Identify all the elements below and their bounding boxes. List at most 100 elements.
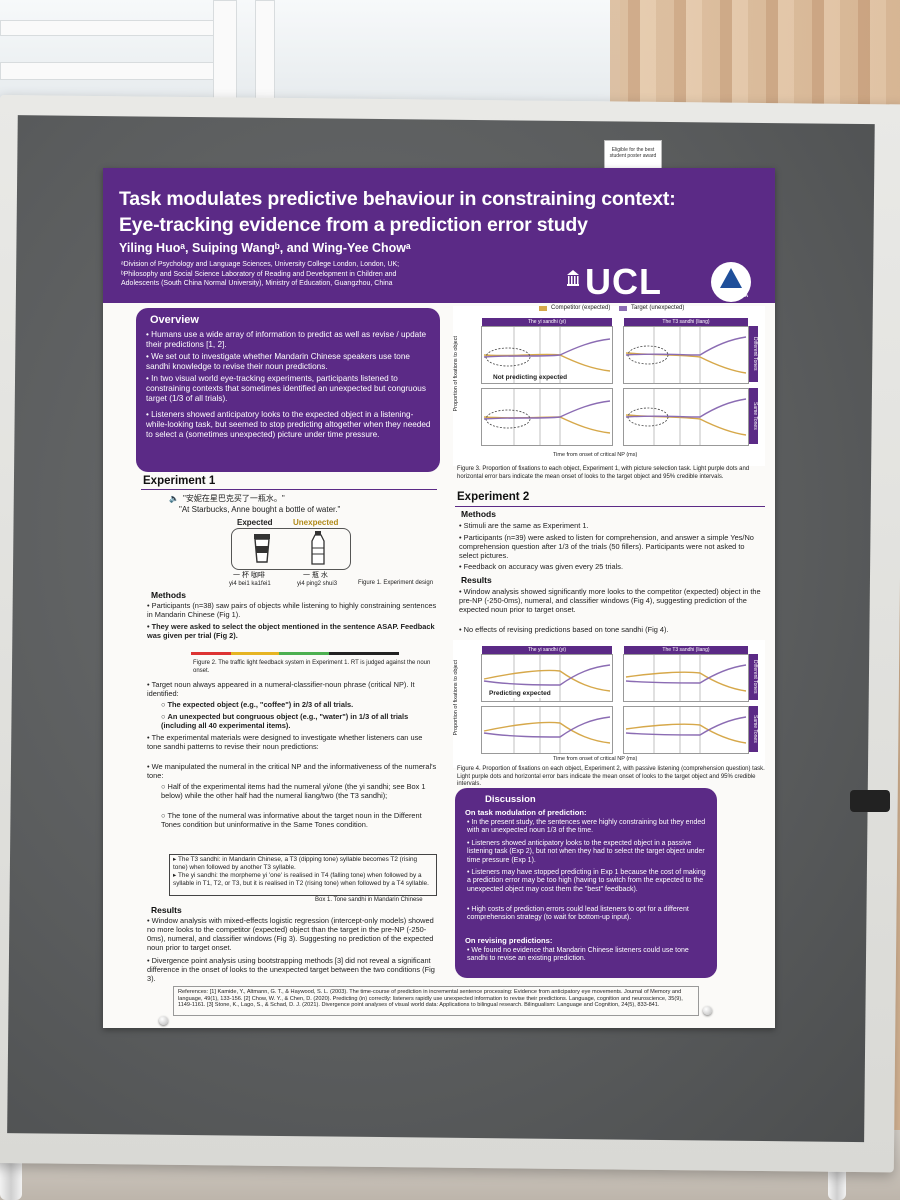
fig3-annotation: Not predicting expected <box>493 374 568 381</box>
fig3-curves <box>625 327 747 383</box>
poster: Task modulates predictive behaviour in c… <box>103 168 775 1028</box>
gloss-right-zh: 一 瓶 水 <box>303 572 328 579</box>
legend-swatch-competitor <box>539 306 547 311</box>
fig3-curves <box>483 389 611 445</box>
references: References: [1] Kamide, Y., Altmann, G. … <box>173 986 699 1016</box>
discussion-bullet: • Listeners may have stopped predicting … <box>467 869 706 893</box>
discussion-heading: Discussion <box>485 794 536 805</box>
fig2-caption: Figure 2. The traffic light feedback sys… <box>193 660 431 674</box>
exp2-methods-1: • Stimuli are the same as Experiment 1. <box>459 521 589 530</box>
side-tab-same-tones: Same Tones <box>749 388 758 444</box>
fig4-panel-t3-diff: The T3 sandhi (liang) <box>623 646 749 702</box>
exp2-methods-3: • Feedback on accuracy was given every 2… <box>459 562 624 571</box>
board-clamp <box>850 790 890 812</box>
discussion-box: Discussion On task modulation of predict… <box>455 788 717 978</box>
object-pair-frame <box>231 528 351 570</box>
exp2-results-1: • Window analysis showed significantly m… <box>459 587 761 614</box>
fig4-curves <box>483 707 611 753</box>
legend-competitor: Competitor (expected) <box>551 305 611 311</box>
box1-t3-sandhi: ▸ The T3 sandhi: in Mandarin Chinese, a … <box>173 856 418 871</box>
window-frame <box>0 20 237 36</box>
exp2-methods-2: • Participants (n=39) were asked to list… <box>459 533 754 560</box>
affiliation-b2: Adolescents (South China Normal Universi… <box>121 280 393 287</box>
fig4-panel-yi-same <box>481 706 613 754</box>
exp1-methods-5b: ○ The tone of the numeral was informativ… <box>161 811 422 829</box>
discussion-bullet: • Listeners showed anticipatory looks to… <box>467 840 705 864</box>
unexpected-label: Unexpected <box>293 518 339 527</box>
poster-header: Task modulates predictive behaviour in c… <box>103 168 775 303</box>
exp2-results-heading: Results <box>461 575 492 585</box>
fig3-panel-t3-same <box>623 388 749 446</box>
poster-title-line1: Task modulates predictive behaviour in c… <box>119 188 676 210</box>
fig4-curves <box>483 655 611 701</box>
fig3-curves <box>625 389 747 445</box>
poster-title-line2: Eye-tracking evidence from a prediction … <box>119 214 588 236</box>
expected-label: Expected <box>237 518 273 527</box>
exp2-results-2: • No effects of revising predictions bas… <box>459 625 669 634</box>
panel-title-t3: The T3 sandhi (liang) <box>624 646 748 654</box>
fig3-panel-yi-same <box>481 388 613 446</box>
exp1-methods-4: • The experimental materials were design… <box>147 733 423 751</box>
box1-tone-sandhi <box>169 854 437 896</box>
exp2-heading: Experiment 2 <box>457 491 530 503</box>
scnu-logo-icon <box>711 262 751 302</box>
side-tab-different-tones: Different Tones <box>749 326 758 382</box>
discussion-sub1: On task modulation of prediction: <box>465 808 587 817</box>
exp1-methods-heading: Methods <box>151 590 186 600</box>
example-en: "At Starbucks, Anne bought a bottle of w… <box>179 505 341 514</box>
speaker-icon: 🔈 <box>169 494 179 503</box>
discussion-bullet: • In the present study, the sentences we… <box>467 819 706 835</box>
fig4-annotation: Predicting expected <box>489 690 551 698</box>
ucl-logo: UCL <box>585 261 662 302</box>
box1-caption: Box 1. Tone sandhi in Mandarin Chinese <box>315 897 423 903</box>
scnu-logo-text: SCNU-RDCA <box>717 293 749 299</box>
fig3-xlabel: Time from onset of critical NP (ms) <box>553 452 638 458</box>
fig4-caption: Figure 4. Proportion of fixations on eac… <box>457 766 765 787</box>
exp1-methods-5a: ○ Half of the experimental items had the… <box>161 782 426 800</box>
fig3-curves <box>483 327 611 383</box>
fig3-panel-yi-diff: The yi sandhi (yi) <box>481 318 613 384</box>
affiliation-b1: ᵇPhilosophy and Social Science Laborator… <box>121 271 397 278</box>
coffee-cup-icon <box>254 534 270 563</box>
figure3: Competitor (expected) Target (unexpected… <box>453 305 765 466</box>
discussion-sub2: On revising predictions: <box>465 936 553 945</box>
panel-title-yi: The yi sandhi (yi) <box>482 646 612 654</box>
fig4-curves <box>625 655 747 701</box>
discussion-bullet: • High costs of prediction errors could … <box>467 906 689 922</box>
fig3-caption: Figure 3. Proportion of fixations to eac… <box>457 466 750 480</box>
legend-swatch-target <box>619 306 627 311</box>
gloss-right-py: yi4 ping2 shui3 <box>297 581 338 587</box>
fig4-panel-t3-same <box>623 706 749 754</box>
exp1-results-1: • Window analysis with mixed-effects log… <box>147 916 434 952</box>
figure4: The yi sandhi (yi) The T3 sandhi (liang)… <box>453 640 765 768</box>
overview-bullet: • Humans use a wide array of information… <box>146 330 427 349</box>
panel-title-t3: The T3 sandhi (liang) <box>624 318 748 326</box>
water-bottle-icon <box>311 531 325 565</box>
gloss-left-zh: 一 杯 咖啡 <box>233 572 265 579</box>
fig3-ylabel: Proportion of fixations to object <box>453 336 459 412</box>
exp1-methods-3b: ○ An unexpected but congruous object (e.… <box>161 712 409 730</box>
exp1-heading: Experiment 1 <box>143 475 216 487</box>
side-tab-different-tones: Different Tones <box>749 654 758 700</box>
side-tab-same-tones: Same Tones <box>749 706 758 752</box>
fig3-panel-t3-diff: The T3 sandhi (liang) <box>623 318 749 384</box>
fig4-ylabel: Proportion of fixations to object <box>453 660 459 736</box>
fig4-xlabel: Time from onset of critical NP (ms) <box>553 756 638 762</box>
fig1-caption: Figure 1. Experiment design <box>358 580 434 586</box>
affiliation-a: ᵃDivision of Psychology and Language Sci… <box>121 261 400 268</box>
feedback-bar-amber <box>231 652 279 655</box>
box1-yi-sandhi: ▸ The yi sandhi: the morpheme yi 'one' i… <box>173 872 429 887</box>
exp1-results-heading: Results <box>151 905 182 915</box>
divider <box>141 489 437 490</box>
exp1-methods-1: • Participants (n=38) saw pairs of objec… <box>147 601 437 619</box>
window-frame <box>0 62 237 80</box>
overview-box: Overview • Humans use a wide array of in… <box>136 308 440 472</box>
exp2-methods-heading: Methods <box>461 509 496 519</box>
award-badge: Eligible for the best student poster awa… <box>604 140 662 172</box>
window-frame <box>255 0 275 102</box>
example-zh: "安妮在星巴克买了一瓶水。" <box>183 494 285 503</box>
divider <box>455 506 765 507</box>
pushpin <box>703 1006 712 1015</box>
gloss-left-py: yi4 bei1 ka1fei1 <box>229 581 271 587</box>
overview-bullet: • We set out to investigate whether Mand… <box>146 352 410 371</box>
